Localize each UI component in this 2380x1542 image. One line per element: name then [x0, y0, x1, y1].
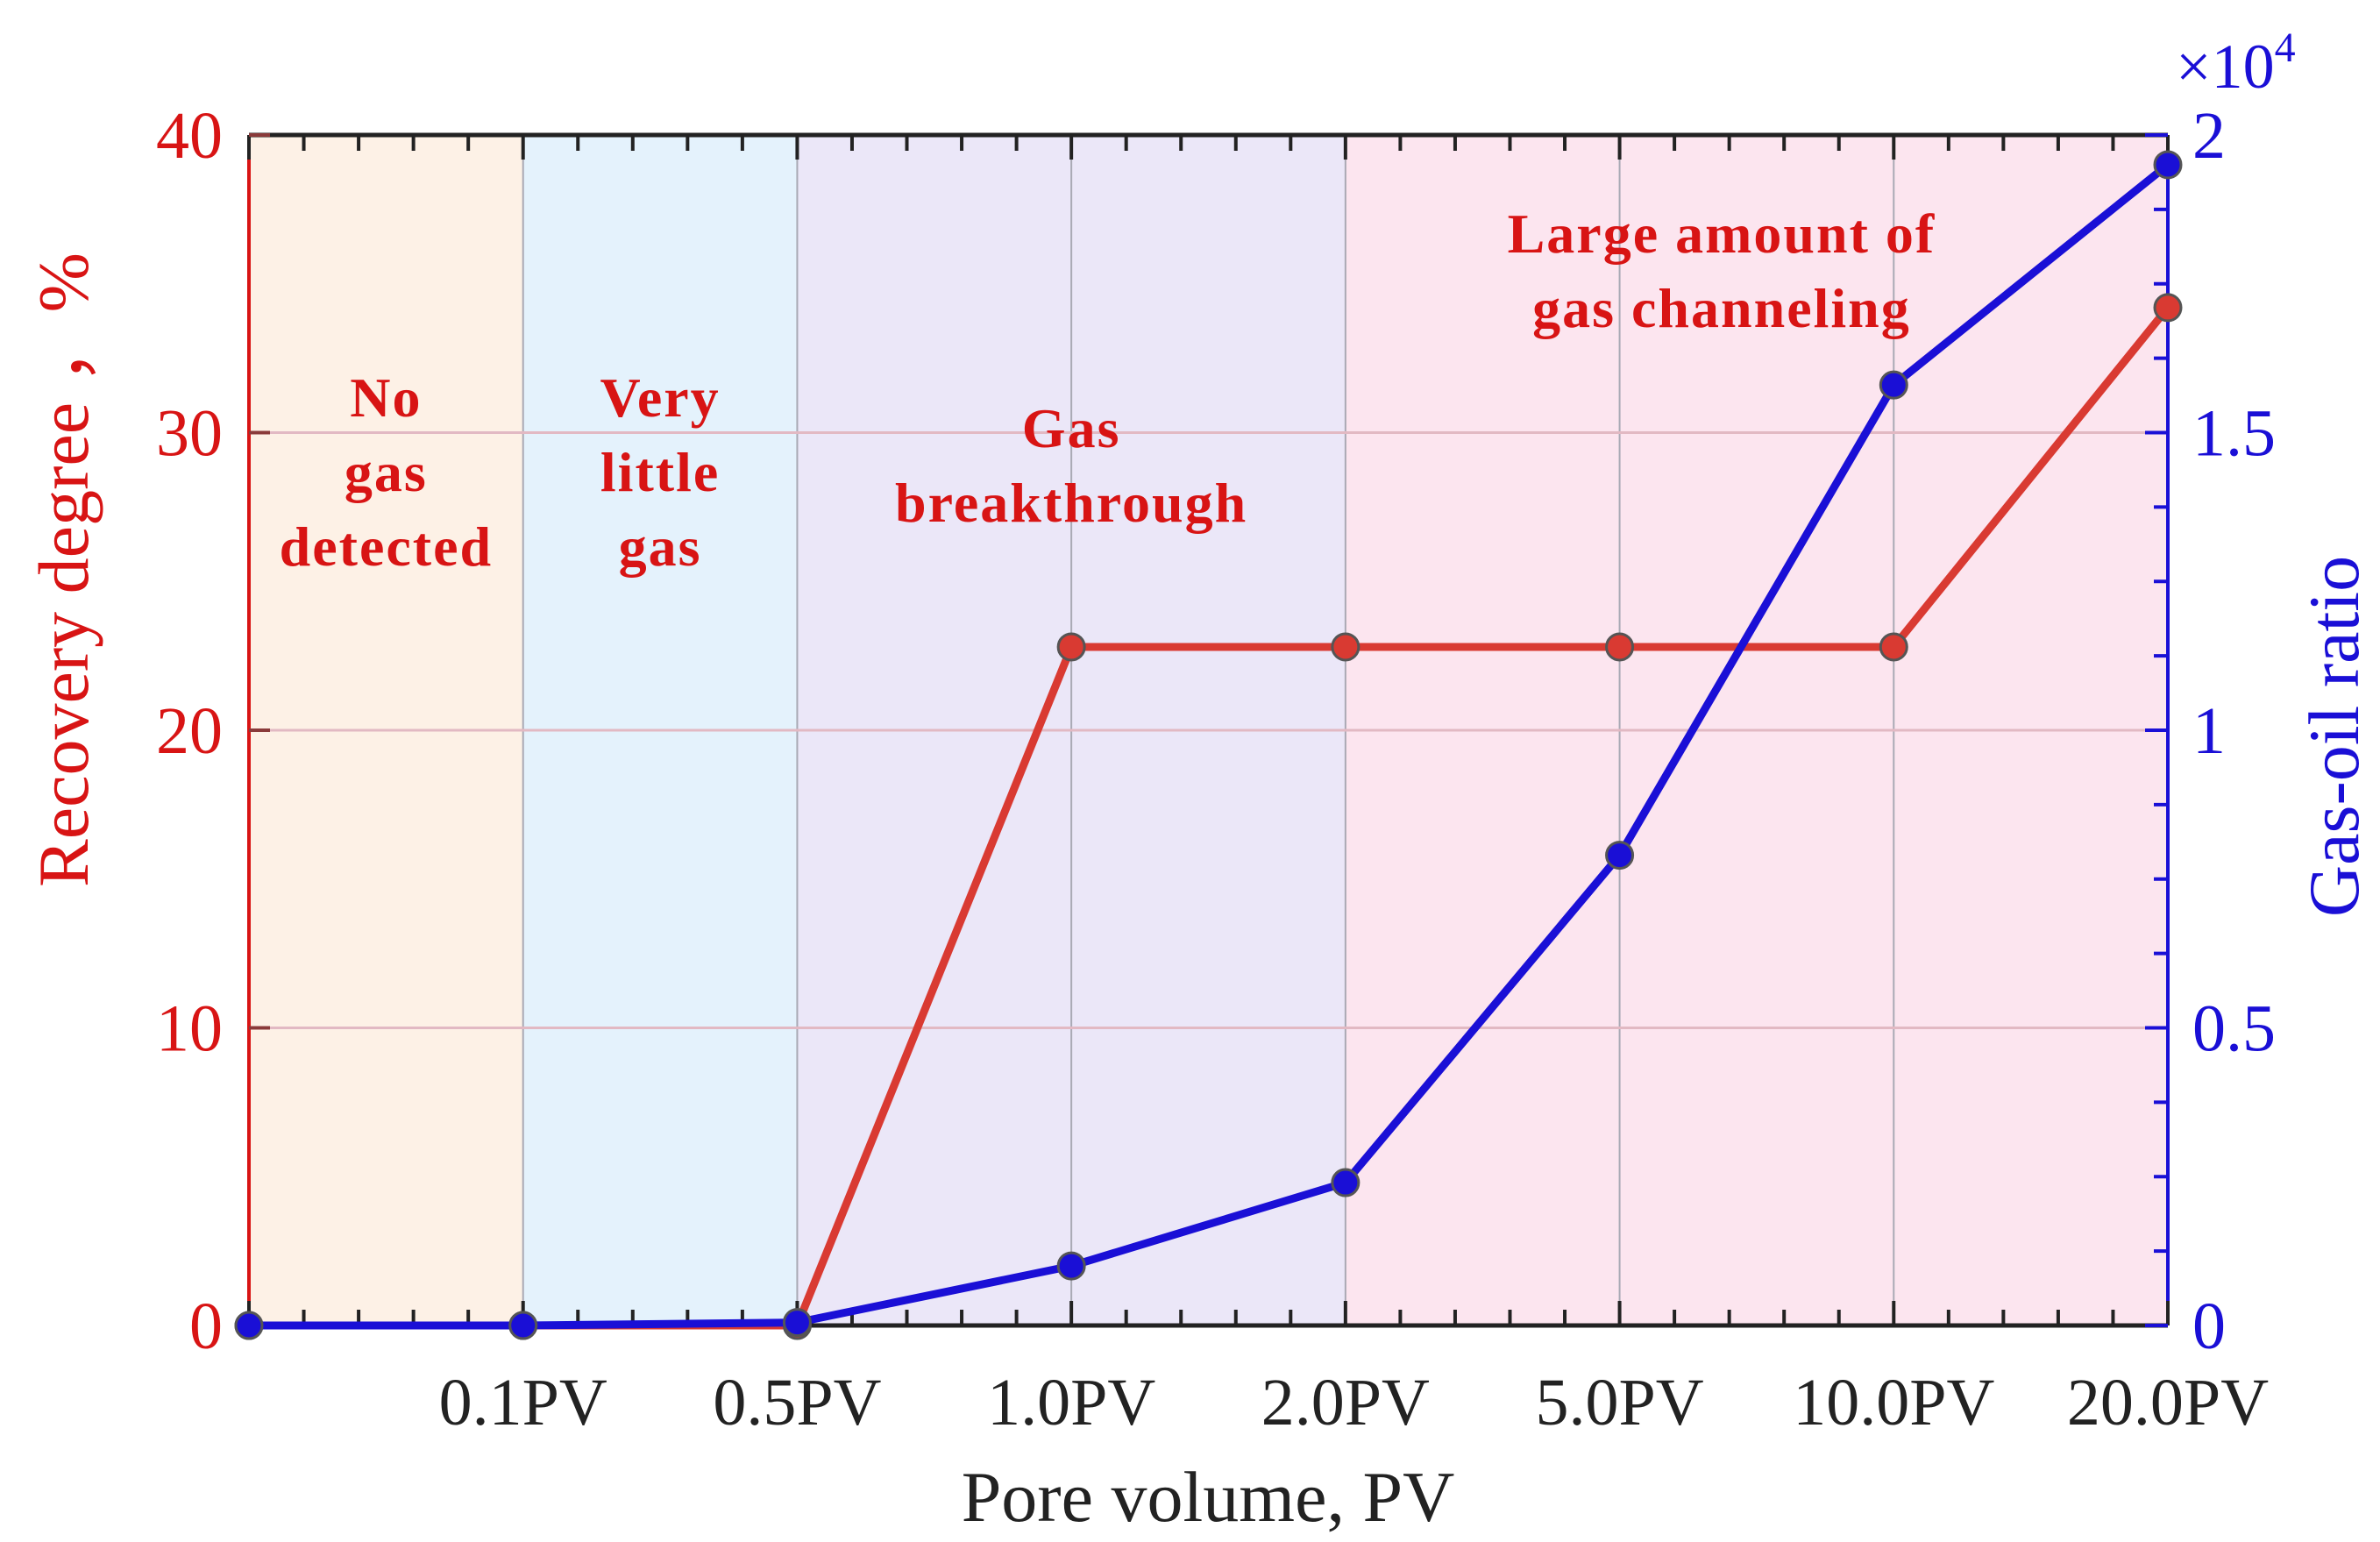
region-label: Very: [600, 366, 720, 429]
right-axis-multiplier: ×104: [2176, 25, 2296, 102]
y-tick-label-left: 30: [156, 397, 223, 471]
data-point-right: [508, 1311, 538, 1340]
x-tick-label: 10.0PV: [1793, 1366, 1994, 1439]
tick-labels: 0 10 20 30 40 0 0.5 1 1.5 2 0.1PV 0.5PV 1.0PV 2.0PV 5.…: [156, 99, 2276, 1439]
grid: [249, 135, 2168, 1325]
data-point-right: [1605, 841, 1635, 870]
region-annotations: No gas detected Very little gas Gas breakthroug…: [280, 203, 1936, 578]
x-tick-label: 0.1PV: [439, 1366, 607, 1439]
data-point-left: [1331, 632, 1361, 662]
data-point-right: [782, 1308, 812, 1338]
y-tick-label-right: 0.5: [2192, 992, 2276, 1066]
region-label: Large amount of: [1508, 203, 1936, 265]
series-line-right: [249, 161, 2170, 1330]
region-label: little: [600, 441, 720, 503]
region-label: No: [350, 366, 422, 429]
region-label: breakthrough: [895, 472, 1247, 534]
region-label: gas channeling: [1532, 277, 1911, 339]
y-tick-label-right: 2: [2192, 99, 2226, 173]
region-label: detected: [280, 515, 493, 578]
x-tick-label: 2.0PV: [1261, 1366, 1430, 1439]
ticks: [247, 132, 2170, 1328]
x-axis-label: Pore volume, PV: [962, 1457, 1455, 1537]
region-label: gas: [619, 515, 702, 578]
x-tick-label: 0.5PV: [713, 1366, 881, 1439]
data-point-left: [1056, 632, 1086, 662]
data-point-right: [1331, 1168, 1361, 1197]
data-point-left: [1605, 632, 1635, 662]
y-tick-label-left: 40: [156, 99, 223, 173]
y-tick-label-right: 1: [2192, 694, 2226, 768]
data-point-left: [1879, 632, 1908, 662]
y-tick-label-left: 0: [189, 1290, 223, 1363]
y-tick-label-left: 10: [156, 992, 223, 1066]
data-point-left: [2153, 293, 2183, 323]
x-tick-label: 20.0PV: [2067, 1366, 2269, 1439]
series: [234, 150, 2183, 1340]
y-tick-label-right: 1.5: [2192, 397, 2276, 471]
data-point-right: [234, 1311, 264, 1340]
data-point-right: [1879, 370, 1908, 400]
region-label: gas: [345, 441, 428, 503]
data-point-right: [1056, 1251, 1086, 1281]
y-tick-label-right: 0: [2192, 1290, 2226, 1363]
data-point-right: [2153, 150, 2183, 180]
x-tick-label: 5.0PV: [1535, 1366, 1703, 1439]
y-axis-right-label: Gas-oil ratio: [2294, 556, 2374, 917]
x-tick-label: 1.0PV: [987, 1366, 1155, 1439]
y-axis-left-label: Recovery degree ，%: [24, 252, 103, 887]
region-label: Gas: [1022, 397, 1121, 459]
y-tick-label-left: 20: [156, 694, 223, 768]
